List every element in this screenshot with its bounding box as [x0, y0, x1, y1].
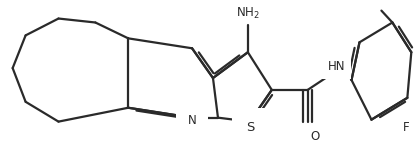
Text: HN: HN: [328, 60, 345, 73]
Text: N: N: [188, 114, 196, 127]
Text: F: F: [403, 121, 410, 134]
Text: NH$_2$: NH$_2$: [236, 5, 260, 21]
Text: O: O: [310, 130, 319, 143]
Text: S: S: [246, 121, 254, 134]
